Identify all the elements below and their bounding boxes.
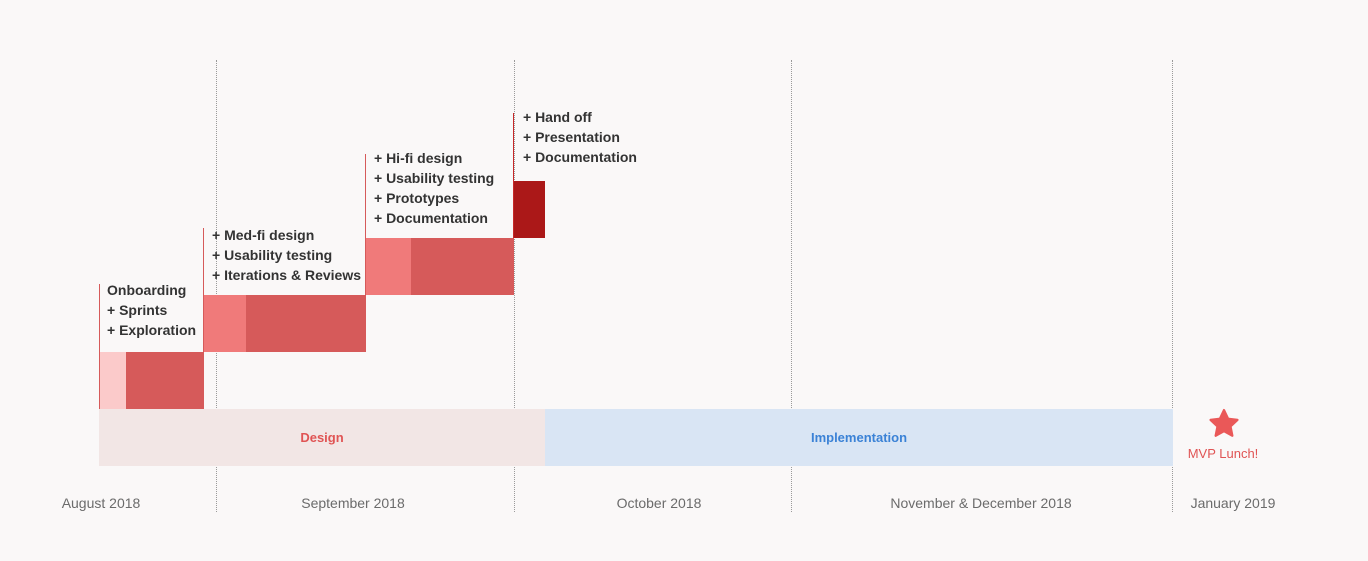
- stage-3-marker: [365, 154, 366, 295]
- star-icon: [1209, 408, 1239, 437]
- month-divider: [791, 60, 792, 512]
- design-phase-bar: Design: [99, 409, 545, 466]
- month-label: August 2018: [61, 495, 141, 511]
- task-item: + Exploration: [107, 322, 197, 338]
- month-divider: [216, 60, 217, 512]
- design-phase-label: Design: [300, 430, 344, 445]
- stage-2-block-a: [204, 295, 246, 352]
- task-item: + Med-fi design: [212, 227, 315, 243]
- task-item: + Presentation: [523, 129, 620, 145]
- task-item: Onboarding: [107, 282, 187, 298]
- stage-2-marker: [203, 228, 204, 352]
- task-item: + Usability testing: [212, 247, 333, 263]
- stage-2-block-b: [246, 295, 366, 352]
- task-item: + Documentation: [523, 149, 637, 165]
- month-divider: [514, 60, 515, 512]
- stage-3-tasks: + Hi-fi design + Usability testing + Pro…: [374, 148, 494, 228]
- task-item: + Hi-fi design: [374, 150, 463, 166]
- month-label: October 2018: [616, 495, 702, 511]
- stage-4-block: [514, 181, 545, 238]
- milestone-label: MVP Lunch!: [1187, 446, 1259, 461]
- task-item: + Documentation: [374, 210, 488, 226]
- implementation-phase-label: Implementation: [810, 430, 908, 445]
- stage-1-marker: [99, 284, 100, 409]
- stage-1-block-a: [100, 352, 126, 409]
- stage-4-marker: [513, 113, 514, 238]
- month-label: November & December 2018: [890, 495, 1072, 511]
- stage-3-block-a: [366, 238, 411, 295]
- task-item: + Prototypes: [374, 190, 460, 206]
- stage-4-tasks: + Hand off + Presentation + Documentatio…: [523, 107, 637, 167]
- month-label: January 2019: [1190, 495, 1276, 511]
- month-label: September 2018: [301, 495, 405, 511]
- stage-1-block-b: [126, 352, 204, 409]
- task-item: + Hand off: [523, 109, 592, 125]
- task-item: + Usability testing: [374, 170, 495, 186]
- stage-3-block-b: [411, 238, 514, 295]
- task-item: + Sprints: [107, 302, 168, 318]
- stage-1-tasks: Onboarding + Sprints + Exploration: [107, 280, 196, 340]
- implementation-phase-bar: Implementation: [545, 409, 1173, 466]
- month-divider: [1172, 60, 1173, 512]
- stage-2-tasks: + Med-fi design + Usability testing + It…: [212, 225, 361, 285]
- task-item: + Iterations & Reviews: [212, 267, 362, 283]
